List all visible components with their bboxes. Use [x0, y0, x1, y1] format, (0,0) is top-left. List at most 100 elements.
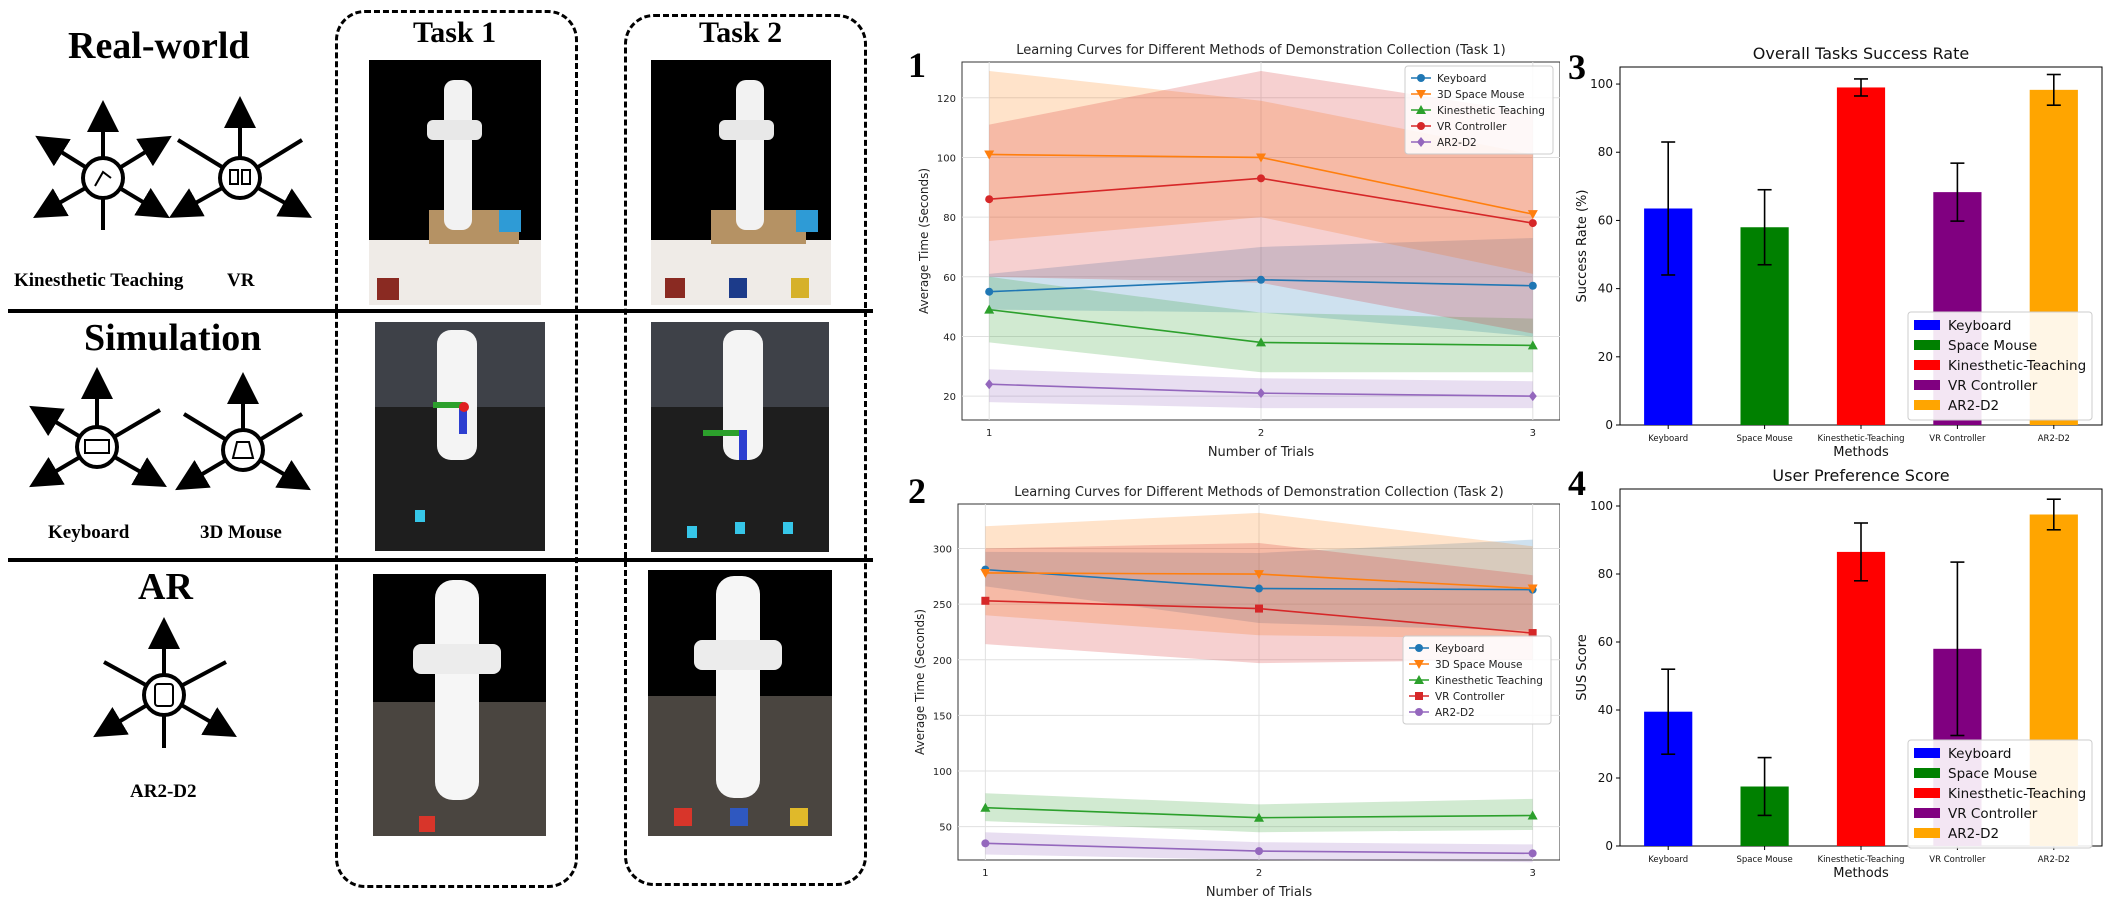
legend-swatch	[1914, 808, 1940, 818]
method-icons	[29, 96, 312, 748]
data-point	[1528, 281, 1537, 290]
legend-label: VR Controller	[1948, 378, 2038, 394]
error-bar	[1661, 668, 1676, 756]
series-4	[981, 839, 1537, 858]
data-point	[1527, 810, 1538, 820]
x-tick-label: 3	[1529, 868, 1535, 879]
error-bar	[1854, 78, 1868, 97]
x-tick-label: 1	[986, 428, 992, 439]
method-label-ar2d2: AR2-D2	[130, 781, 197, 802]
data-point	[984, 304, 995, 314]
divider-1	[8, 309, 873, 313]
y-tick-label: 20	[1598, 771, 1613, 785]
task-2-frame	[624, 14, 867, 886]
data-point	[985, 195, 994, 204]
chart-title: Learning Curves for Different Methods of…	[1014, 485, 1503, 500]
y-tick-label: 40	[1598, 703, 1613, 717]
method-label-vr: VR	[227, 270, 255, 291]
task-1-frame	[335, 10, 578, 888]
y-tick-label: 150	[933, 711, 952, 722]
section-title-simulation: Simulation	[84, 317, 262, 359]
data-point	[1257, 388, 1265, 399]
legend: Keyboard 3D Space Mouse Kinesthetic Teachi…	[1402, 635, 1552, 725]
method-label-kinesthetic: Kinesthetic Teaching	[14, 270, 184, 291]
keyboard-icon	[29, 367, 167, 488]
legend: Keyboard Space Mouse Kinesthetic-Teaching V…	[1907, 311, 2093, 421]
x-tick-label: Kinesthetic-Teaching	[1818, 434, 1905, 444]
legend-label: Kinesthetic Teaching	[1435, 675, 1543, 687]
y-tick-label: 80	[1598, 145, 1613, 159]
y-axis-label: Success Rate (%)	[1575, 190, 1590, 303]
photo-task1-ar	[373, 574, 546, 836]
legend-label: VR Controller	[1435, 691, 1505, 703]
y-tick-label: 60	[1598, 213, 1613, 227]
data-point	[981, 839, 990, 848]
task-2-title: Task 2	[699, 16, 783, 49]
legend-label: Kinesthetic-Teaching	[1948, 786, 2086, 802]
line-chart-task2: Learning Curves for Different Methods of…	[913, 485, 1560, 900]
legend-marker	[1417, 74, 1425, 82]
confidence-band	[989, 238, 1533, 337]
line-chart-task1: Learning Curves for Different Methods of…	[917, 43, 1560, 460]
x-tick-label: 2	[1258, 428, 1264, 439]
series-3	[985, 174, 1537, 228]
x-tick-label: 3	[1530, 428, 1536, 439]
y-tick-label: 20	[943, 392, 956, 403]
x-tick-label: Space Mouse	[1737, 855, 1793, 865]
legend-marker	[1414, 675, 1424, 684]
chart-title: Learning Curves for Different Methods of…	[1016, 43, 1505, 58]
error-bar	[1854, 522, 1868, 582]
data-point	[1528, 849, 1537, 858]
confidence-band	[989, 276, 1533, 373]
data-point	[985, 287, 994, 296]
photo-task2-ar	[648, 570, 832, 836]
series-1	[980, 568, 1538, 594]
series-4	[985, 379, 1537, 402]
legend-marker	[1415, 692, 1423, 700]
vr-icon	[169, 96, 312, 218]
panel-number-3: 3	[1568, 47, 1586, 87]
data-point	[1257, 275, 1265, 284]
y-tick-label: 120	[937, 94, 956, 105]
y-tick-label: 40	[943, 332, 956, 343]
panel-number-4: 4	[1568, 463, 1586, 503]
y-tick-label: 200	[933, 656, 952, 667]
legend-marker	[1415, 644, 1423, 652]
data-point	[1528, 629, 1537, 638]
x-tick-label: VR Controller	[1929, 434, 1986, 444]
legend-swatch	[1914, 768, 1940, 778]
y-tick-label: 300	[933, 545, 952, 556]
y-tick-label: 50	[939, 823, 952, 834]
panel-number-2: 2	[908, 471, 926, 511]
data-point	[980, 802, 991, 812]
x-tick-label: Space Mouse	[1737, 434, 1793, 444]
data-point	[1255, 847, 1263, 856]
legend-label: AR2-D2	[1437, 137, 1477, 149]
ar2d2-icon	[93, 617, 237, 748]
data-point	[1256, 153, 1266, 163]
photo-task1-sim	[375, 322, 545, 551]
legend-swatch	[1914, 748, 1940, 758]
data-point	[1257, 174, 1265, 183]
data-point	[985, 379, 994, 390]
x-tick-label: AR2-D2	[2038, 434, 2070, 444]
method-label-3d-mouse: 3D Mouse	[200, 522, 282, 543]
legend: Keyboard Space Mouse Kinesthetic-Teaching V…	[1907, 739, 2093, 849]
legend-box	[1404, 65, 1554, 155]
legend-swatch	[1914, 380, 1940, 390]
section-title-real-world: Real-world	[68, 25, 250, 67]
data-point	[984, 150, 995, 160]
legend-box	[1402, 635, 1552, 725]
photo-task2-sim	[651, 322, 829, 552]
legend-swatch	[1914, 788, 1940, 798]
data-point	[1255, 584, 1263, 593]
y-tick-label: 100	[933, 767, 952, 778]
legend-swatch	[1914, 400, 1940, 410]
legend-label: VR Controller	[1437, 121, 1507, 133]
x-axis-label: Methods	[1833, 866, 1889, 881]
x-tick-label: VR Controller	[1929, 855, 1986, 865]
error-bar	[2046, 498, 2061, 531]
y-tick-label: 80	[943, 213, 956, 224]
legend-marker	[1417, 122, 1425, 130]
legend-label: 3D Space Mouse	[1437, 89, 1525, 101]
